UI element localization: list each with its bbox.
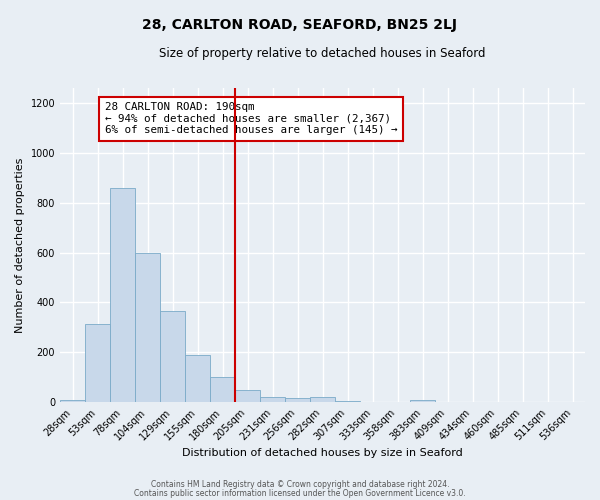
Bar xyxy=(335,401,360,402)
Bar xyxy=(235,390,260,402)
Text: Contains public sector information licensed under the Open Government Licence v3: Contains public sector information licen… xyxy=(134,488,466,498)
Text: 28 CARLTON ROAD: 190sqm
← 94% of detached houses are smaller (2,367)
6% of semi-: 28 CARLTON ROAD: 190sqm ← 94% of detache… xyxy=(104,102,397,136)
Text: Contains HM Land Registry data © Crown copyright and database right 2024.: Contains HM Land Registry data © Crown c… xyxy=(151,480,449,489)
Bar xyxy=(135,252,160,402)
Text: 28, CARLTON ROAD, SEAFORD, BN25 2LJ: 28, CARLTON ROAD, SEAFORD, BN25 2LJ xyxy=(143,18,458,32)
Bar xyxy=(185,355,210,402)
Bar xyxy=(410,400,435,402)
Title: Size of property relative to detached houses in Seaford: Size of property relative to detached ho… xyxy=(159,48,486,60)
Bar xyxy=(310,397,335,402)
Bar xyxy=(110,188,135,402)
Bar xyxy=(260,397,285,402)
Bar xyxy=(210,377,235,402)
Bar xyxy=(60,400,85,402)
Y-axis label: Number of detached properties: Number of detached properties xyxy=(15,158,25,333)
X-axis label: Distribution of detached houses by size in Seaford: Distribution of detached houses by size … xyxy=(182,448,463,458)
Bar xyxy=(285,398,310,402)
Bar xyxy=(160,311,185,402)
Bar xyxy=(85,324,110,402)
